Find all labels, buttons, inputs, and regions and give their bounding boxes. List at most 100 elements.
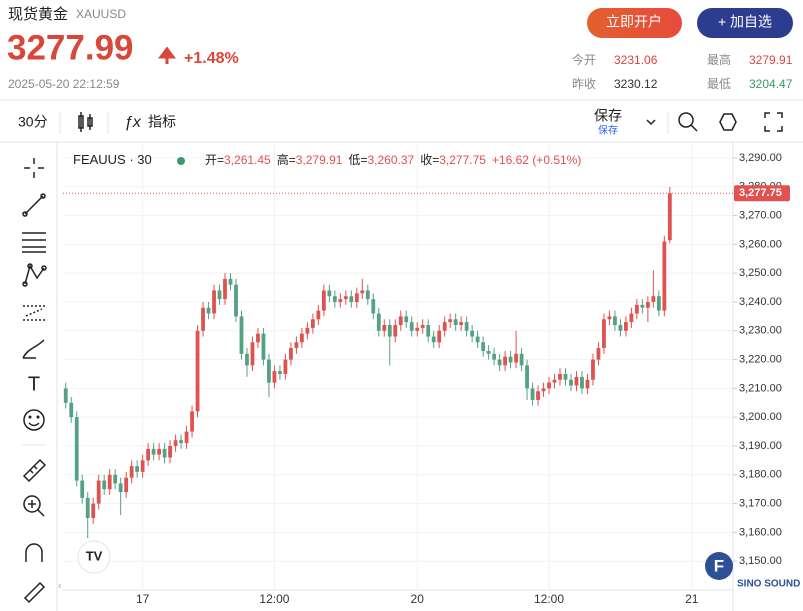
candle-body — [530, 388, 535, 400]
candle-body — [602, 319, 606, 349]
candle-body — [371, 299, 376, 314]
indicators[interactable]: 指标 — [148, 114, 176, 130]
text-tool[interactable]: T — [28, 373, 40, 395]
x-tick-label: 12:00 — [259, 592, 289, 606]
watermark-mark: F — [714, 556, 724, 575]
candle-body — [651, 296, 656, 302]
timestamp: 2025-05-20 22:12:59 — [8, 77, 120, 91]
last-price-box — [734, 185, 790, 202]
zoom-tool[interactable] — [23, 495, 45, 517]
scroll-handle[interactable]: ‹ — [58, 581, 61, 592]
candle-body — [536, 391, 540, 400]
save-menu[interactable] — [646, 119, 656, 126]
y-tick-label: 3,200.00 — [739, 411, 782, 423]
symbol: XAUUSD — [76, 7, 126, 21]
candle-body — [272, 371, 277, 383]
axes: 3,150.00 3,160.00 3,170.00 3,180.00 3,190.00… — [63, 152, 790, 606]
candle-body — [486, 350, 491, 354]
y-tick-label: 3,170.00 — [739, 497, 782, 509]
candle-body — [96, 480, 101, 504]
y-tick-label: 3,210.00 — [739, 382, 782, 394]
lock-tool[interactable] — [23, 581, 46, 604]
candle-body — [234, 284, 238, 317]
interval[interactable]: 30分 — [18, 114, 48, 130]
pattern-tool[interactable] — [22, 263, 47, 287]
candle-body — [228, 278, 233, 285]
crosshair-tool[interactable] — [24, 158, 44, 178]
y-tick-label: 3,180.00 — [739, 469, 782, 481]
candle-body — [91, 503, 96, 518]
candle-body — [289, 348, 293, 360]
brush-tool[interactable] — [22, 339, 45, 359]
candle-body — [190, 411, 194, 432]
candle-body — [195, 330, 200, 412]
candle-body — [74, 417, 79, 481]
settings-icon[interactable] — [719, 113, 737, 131]
candle-body — [305, 327, 310, 334]
candle-body — [316, 310, 321, 320]
candle-body — [453, 319, 458, 326]
candle-body — [662, 241, 667, 311]
line-tool[interactable] — [22, 193, 46, 217]
candle-body — [85, 497, 90, 518]
x-tick-label: 17 — [136, 592, 150, 606]
icon-tool[interactable] — [23, 409, 45, 431]
candle-body — [80, 480, 85, 498]
candle-body — [613, 316, 617, 326]
ruler-tool[interactable] — [22, 458, 47, 483]
candle-body — [596, 348, 601, 360]
fx-icon[interactable]: ƒx — [124, 114, 142, 131]
candle-body — [442, 322, 447, 331]
watchlist-button[interactable] — [697, 8, 793, 38]
candle-body — [129, 466, 134, 478]
ohlc-legend: 开=3,261.45 高=3,279.91 低=3,260.37 收=3,277.75… — [205, 152, 581, 167]
legend-value: 3,260.37 — [367, 153, 414, 167]
candle-body — [201, 307, 205, 331]
projection-tool[interactable] — [23, 305, 45, 321]
stat-value: 3230.12 — [614, 77, 658, 91]
candle-body — [179, 440, 183, 444]
legend: FEAUUS · 30 — [73, 152, 152, 167]
x-tick-label: 12:00 — [534, 592, 564, 606]
candle-body — [256, 333, 260, 343]
candle-body — [552, 379, 557, 383]
fullscreen-icon[interactable] — [764, 112, 783, 132]
candle-body — [431, 336, 436, 343]
candle-body — [448, 319, 453, 323]
candle-body — [321, 290, 326, 311]
candle-body — [574, 376, 579, 386]
candle-body — [310, 319, 315, 328]
candle-body — [569, 379, 573, 386]
y-tick-label: 3,270.00 — [739, 209, 782, 221]
candle-body — [470, 330, 475, 337]
legend-label: 低= — [348, 153, 367, 167]
open-account-label: 立即开户 — [606, 14, 662, 30]
fib-tool[interactable] — [22, 232, 46, 253]
candle-body — [656, 296, 661, 311]
save[interactable]: 保存 — [594, 108, 622, 124]
candle-body — [426, 325, 431, 337]
candle-body — [294, 342, 299, 349]
alert-icon[interactable] — [678, 112, 698, 132]
candle-body — [563, 373, 568, 380]
magnet-tool[interactable] — [25, 543, 43, 562]
status-dot — [177, 157, 185, 165]
legend-value: 3,279.91 — [296, 153, 343, 167]
candle-body — [283, 359, 288, 374]
candle-body — [239, 316, 244, 354]
candle-body — [135, 466, 140, 472]
y-tick-label: 3,290.00 — [739, 152, 782, 164]
open-account-button[interactable] — [587, 8, 682, 38]
candle-body — [140, 460, 145, 472]
candle-body — [146, 448, 151, 461]
watermark-logo — [705, 552, 733, 580]
candle-body — [607, 316, 612, 320]
candle-body — [387, 325, 392, 337]
candle-body — [217, 290, 222, 300]
title: 现货黄金 — [8, 6, 68, 23]
candle-type-icon[interactable] — [78, 112, 93, 132]
candle-body — [558, 373, 562, 380]
candle-body — [223, 278, 227, 300]
candle-body — [618, 325, 623, 331]
candle-body — [278, 371, 282, 374]
